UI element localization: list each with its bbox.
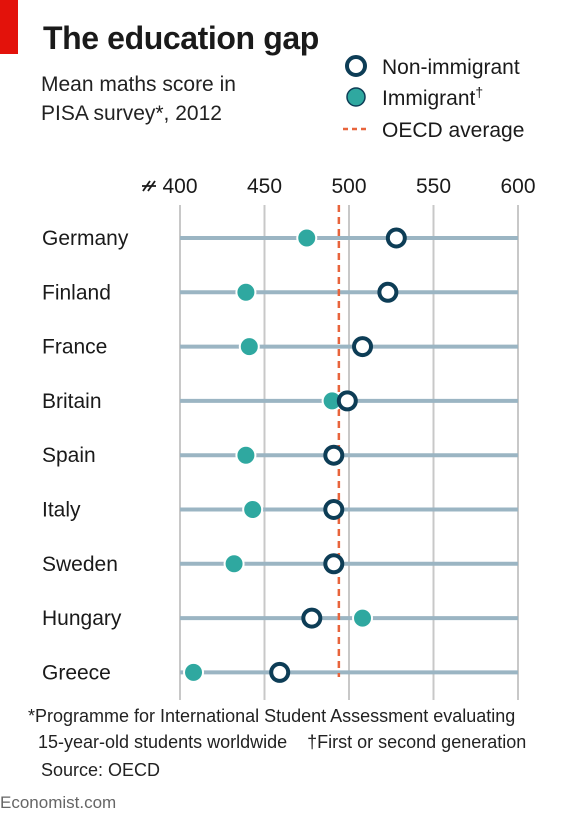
axis-break-icon [142,180,156,192]
non-immigrant-point-hungary [301,607,323,629]
non-immigrant-point-sweden [323,553,345,575]
chart-subtitle: Mean maths score in PISA survey*, 2012 [41,70,321,128]
legend-immigrant-label: Immigrant† [382,84,483,110]
immigrant-point-spain [235,444,257,466]
chart-title: The education gap [43,20,319,56]
category-label-spain: Spain [42,444,96,467]
non-immigrant-point-finland [377,281,399,303]
category-label-britain: Britain [42,390,102,413]
category-label-france: France [42,336,107,359]
non-immigrant-point-germany [385,227,407,249]
category-label-italy: Italy [42,499,81,522]
non-immigrant-point-italy [323,499,345,520]
legend: Non-immigrant Immigrant† OECD average [343,55,524,142]
subtitle-line-1: Mean maths score in [41,73,236,96]
footnote: *Programme for International Student Ass… [28,703,526,755]
x-tick-label-600: 600 [500,175,535,198]
x-tick-label-550: 550 [416,175,451,198]
footnote-line-2: 15-year-old students worldwide †First or… [28,732,527,752]
legend-non-immigrant-label: Non-immigrant [382,56,520,79]
non-immigrant-point-france [352,336,374,358]
category-label-sweden: Sweden [42,553,118,576]
legend-non-immigrant-marker [345,55,367,77]
legend-immigrant-text: Immigrant [382,87,476,110]
source-note: Source: OECD [41,760,161,780]
legend-immigrant-dagger: † [475,84,483,100]
brand-credit: Economist.com [0,793,117,812]
non-immigrant-point-britain [336,390,358,412]
non-immigrant-point-greece [269,661,291,683]
immigrant-point-finland [235,281,257,303]
non-immigrant-point-spain [323,444,345,466]
x-tick-label-450: 450 [247,175,282,198]
x-tick-label-400: 400 [162,175,197,198]
immigrant-point-hungary [352,607,374,629]
immigrant-point-greece [183,661,205,683]
data-points [183,227,407,683]
legend-immigrant-marker [346,87,366,107]
category-label-germany: Germany [42,227,129,250]
immigrant-point-italy [242,499,264,520]
legend-oecd-label: OECD average [382,119,524,142]
brand-red-tag [0,0,18,54]
category-labels: Germany Finland France Britain Spain Italy Swe… [42,227,129,684]
immigrant-point-germany [296,227,318,249]
grid-lines [179,205,519,700]
immigrant-point-sweden [223,553,245,575]
subtitle-line-2: PISA survey*, 2012 [41,102,222,125]
category-label-greece: Greece [42,661,111,684]
category-label-hungary: Hungary [42,607,122,630]
axis-break-mark [142,180,156,192]
x-tick-label-500: 500 [331,175,366,198]
footnote-line-1: *Programme for International Student Ass… [28,706,516,726]
category-label-finland: Finland [42,281,111,304]
x-axis: 400 450 500 550 600 [142,175,536,198]
immigrant-point-france [238,336,260,358]
